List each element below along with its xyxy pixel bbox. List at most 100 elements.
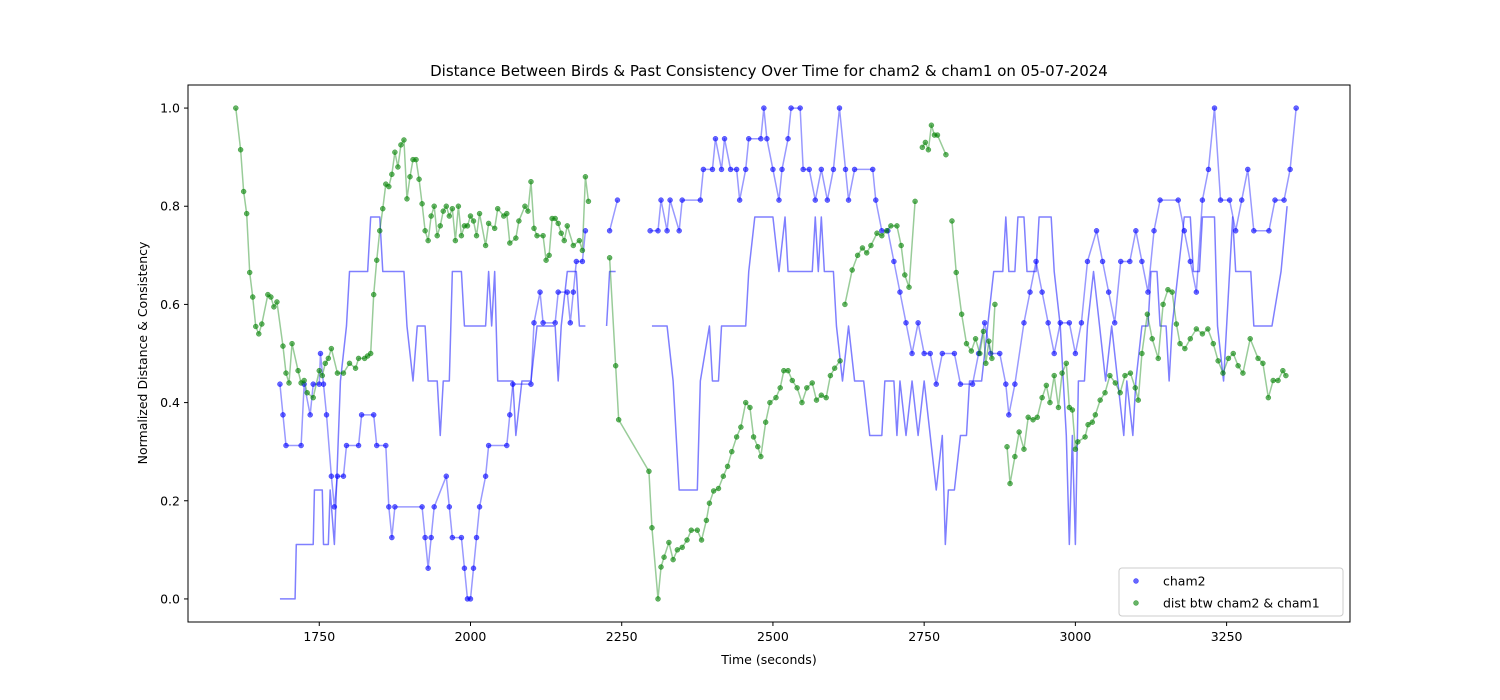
data-point [373,257,380,263]
data-point [1069,407,1076,413]
data-point [697,197,704,203]
data-point [1266,228,1272,234]
legend-label: cham2 [1163,574,1206,589]
data-point [658,564,664,570]
data-point [552,215,558,222]
data-point [1025,414,1031,421]
data-point [1107,372,1113,379]
data-point [298,442,304,449]
data-point [543,257,549,263]
data-point [555,289,561,295]
data-point [958,311,965,317]
data-point [968,348,975,354]
data-point [1021,446,1027,452]
data-point [1173,321,1180,327]
data-point [667,197,673,203]
data-point [1003,381,1009,387]
data-point [1045,320,1051,326]
data-point [383,442,389,449]
data-point [888,223,894,229]
y-tick-label: 0.2 [160,493,180,508]
data-point [268,294,274,300]
data-point [310,381,316,387]
data-point [933,381,940,387]
data-point [1055,404,1062,411]
data-point [788,105,794,111]
data-point [317,350,324,357]
legend: cham2 dist btw cham2 & cham1 [1118,567,1344,617]
data-point [1132,385,1139,391]
data-point [981,320,988,326]
data-point [507,412,513,418]
data-point [301,377,307,384]
data-point [655,228,661,234]
data-point [1283,372,1289,379]
data-point [738,424,744,430]
data-point [851,166,858,173]
data-point [461,565,468,572]
data-point [902,272,908,278]
data-point [1139,350,1145,357]
data-point [1247,336,1253,342]
data-point [470,218,477,224]
data-point [437,223,443,229]
data-point [912,198,918,205]
data-point [1287,166,1293,173]
data-point [724,463,731,470]
legend-label: dist btw cham2 & cham1 [1163,596,1320,611]
data-point [812,197,819,203]
data-point [1127,370,1134,376]
data-point [401,137,407,143]
data-point [797,105,803,111]
data-point [482,242,489,249]
data-point [1082,434,1088,440]
data-point [742,399,749,406]
data-point [1084,258,1091,265]
data-point [386,183,392,190]
y-tick-label: 0.4 [160,395,180,410]
data-point [661,554,667,560]
data-point [854,252,861,259]
data-point [977,350,983,357]
data-point [710,488,717,494]
data-point [431,504,437,510]
data-point [1265,394,1272,401]
data-point [355,442,362,449]
data-point [346,360,353,367]
legend-marker [1133,600,1139,606]
data-point [1093,228,1100,234]
data-point [1072,446,1079,452]
data-point [1144,311,1151,317]
data-point [307,412,313,418]
data-point [921,350,927,357]
data-point [1092,412,1099,418]
data-point [377,228,383,234]
data-point [649,525,655,531]
series-line [279,107,1297,600]
data-point [446,504,453,510]
data-point [894,223,900,229]
data-point [476,504,483,510]
data-point [422,534,428,541]
data-point [1238,197,1245,203]
data-point [1047,399,1053,406]
data-point [443,203,450,209]
data-point [1059,370,1065,376]
data-point [770,166,776,173]
data-point [799,399,805,406]
data-point [310,394,316,401]
data-point [898,242,904,249]
data-point [434,232,440,239]
data-point [1193,289,1200,295]
data-point [721,135,728,142]
data-point [1089,419,1096,425]
data-point [373,442,380,449]
data-point [1117,258,1124,265]
data-point [1012,381,1018,387]
data-point [452,237,459,244]
data-point [679,544,685,551]
chart-title: Distance Between Birds & Past Consistenc… [430,62,1108,80]
data-point [745,135,752,142]
data-point [785,367,791,374]
data-point [842,301,848,308]
